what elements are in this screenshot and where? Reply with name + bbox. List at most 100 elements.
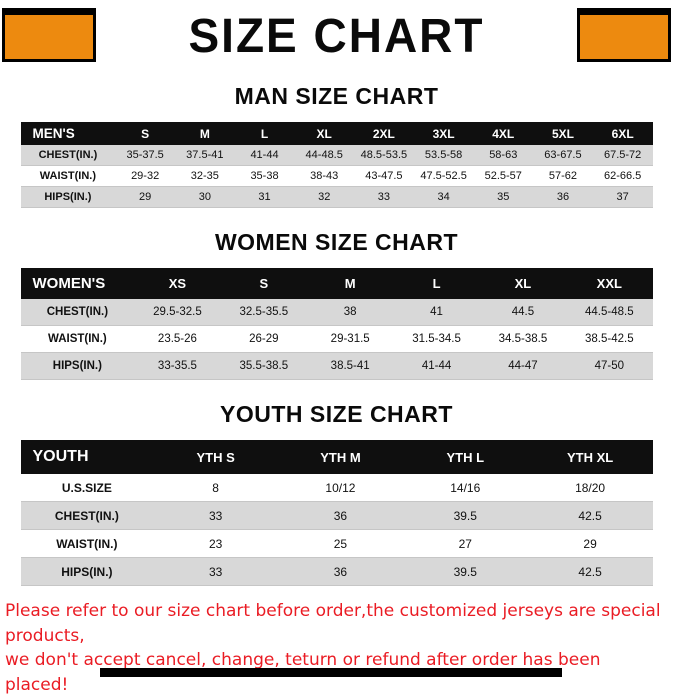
men-size-table: MEN'S S M L XL 2XL 3XL 4XL 5XL 6XL CHEST(IN.) 35-3… (20, 122, 653, 208)
column-header: XS (134, 268, 221, 299)
table-row: CHEST(IN.) 29.5-32.5 32.5-35.5 38 41 44.5 44.5… (20, 299, 653, 326)
size-value-cell: 62-66.5 (603, 170, 642, 182)
size-value-cell: 41-44 (250, 149, 279, 161)
men-chart-heading: MAN SIZE CHART (234, 83, 439, 109)
youth-table-header-row: YOUTH YTH S YTH M YTH L YTH XL (20, 440, 653, 474)
table-row: HIPS(IN.) 29 30 31 32 33 34 35 36 37 (20, 186, 653, 208)
size-value-cell: 33-35.5 (157, 360, 197, 372)
table-row: HIPS(IN.) 33 36 39.5 42.5 (20, 557, 653, 586)
page-title: SIZE CHART (188, 7, 485, 63)
size-value-cell: 23.5-26 (157, 333, 197, 345)
column-header: S (115, 122, 175, 145)
size-value-cell: 31 (258, 191, 271, 203)
size-value-cell: 47.5-52.5 (420, 170, 467, 182)
size-value-cell: 10/12 (325, 480, 356, 495)
women-size-table: WOMEN'S XS S M L XL XXL CHEST(IN.) 29.5-32.5 32.… (20, 268, 653, 380)
women-table-body: CHEST(IN.) 29.5-32.5 32.5-35.5 38 41 44.5 44.5… (20, 299, 653, 380)
row-label: CHEST(IN.) (46, 306, 109, 318)
size-value-cell: 32 (318, 191, 331, 203)
size-value-cell: 36 (333, 508, 348, 523)
size-value-cell: 33 (208, 564, 223, 579)
size-value-cell: 32-35 (190, 170, 219, 182)
size-value-cell: 14/16 (450, 480, 481, 495)
size-value-cell: 52.5-57 (484, 170, 522, 182)
bottom-bar (100, 668, 562, 677)
men-size-chart-section: MAN SIZE CHART MEN'S S M L XL 2XL 3XL 4XL 5XL 6XL… (0, 83, 673, 208)
size-value-cell: 39.5 (453, 564, 477, 579)
row-label: U.S.SIZE (61, 480, 112, 495)
women-chart-heading: WOMEN SIZE CHART (214, 229, 459, 255)
size-value-cell: 38.5-42.5 (585, 333, 634, 345)
youth-size-chart-section: YOUTH SIZE CHART YOUTH YTH S YTH M YTH L YTH… (0, 401, 673, 586)
size-value-cell: 33 (208, 508, 223, 523)
size-value-cell: 47-50 (594, 360, 625, 372)
size-value-cell: 41 (430, 306, 443, 318)
column-header: 5XL (533, 122, 593, 145)
column-header: 2XL (354, 122, 414, 145)
size-value-cell: 44-48.5 (305, 149, 343, 161)
table-corner-header: YOUTH (20, 440, 154, 474)
table-row: U.S.SIZE 8 10/12 14/16 18/20 (20, 474, 653, 502)
size-value-cell: 35 (497, 191, 510, 203)
banner-left-accent (2, 8, 96, 62)
column-header: XL (479, 268, 567, 299)
size-value-cell: 63-67.5 (544, 149, 582, 161)
column-header: YTH M (278, 440, 403, 474)
size-value-cell: 29 (139, 191, 152, 203)
banner-right-accent (577, 8, 671, 62)
column-header: 6XL (592, 122, 653, 145)
size-value-cell: 42.5 (578, 564, 602, 579)
size-value-cell: 26-29 (249, 333, 279, 345)
disclaimer: Please refer to our size chart before or… (5, 599, 669, 698)
size-value-cell: 29-32 (131, 170, 160, 182)
men-table-body: CHEST(IN.) 35-37.5 37.5-41 41-44 44-48.5 48.5… (20, 145, 653, 208)
size-value-cell: 37.5-41 (186, 149, 224, 161)
youth-size-table: YOUTH YTH S YTH M YTH L YTH XL U.S.SIZE 8 10/1… (20, 440, 653, 586)
column-header: M (174, 122, 235, 145)
size-value-cell: 36 (556, 191, 570, 203)
size-value-cell: 29-31.5 (330, 333, 370, 345)
youth-table-body: U.S.SIZE 8 10/12 14/16 18/20 CHEST(IN.) 33 36 39… (20, 474, 653, 586)
size-value-cell: 18/20 (575, 480, 606, 495)
size-value-cell: 29 (583, 536, 597, 551)
column-header: M (307, 268, 394, 299)
table-row: CHEST(IN.) 35-37.5 37.5-41 41-44 44-48.5 48.5… (20, 145, 653, 166)
table-corner-header: MEN'S (20, 122, 116, 145)
size-value-cell: 31.5-34.5 (412, 333, 461, 345)
table-row: WAIST(IN.) 23.5-26 26-29 29-31.5 31.5-34.5 34… (20, 326, 653, 353)
size-chart-page: SIZE CHART MAN SIZE CHART MEN'S S M L XL 2XL 3… (0, 8, 673, 695)
row-label: WAIST(IN.) (39, 170, 96, 182)
size-value-cell: 44.5 (511, 306, 535, 318)
row-label: CHEST(IN.) (54, 508, 119, 523)
size-value-cell: 34 (437, 191, 450, 203)
table-corner-header: WOMEN'S (20, 268, 135, 299)
column-header: XXL (566, 268, 653, 299)
size-value-cell: 53.5-58 (424, 149, 463, 161)
table-row: CHEST(IN.) 33 36 39.5 42.5 (20, 501, 653, 530)
size-value-cell: 25 (333, 536, 348, 551)
size-value-cell: 30 (198, 191, 211, 203)
row-label: HIPS(IN.) (52, 360, 102, 372)
size-value-cell: 41-44 (421, 360, 452, 372)
row-label: HIPS(IN.) (44, 191, 92, 203)
size-value-cell: 43-47.5 (365, 170, 403, 182)
column-header: 3XL (413, 122, 474, 145)
size-value-cell: 38 (343, 306, 357, 318)
disclaimer-line-1: Please refer to our size chart before or… (5, 601, 661, 646)
size-value-cell: 27 (458, 536, 472, 551)
column-header: S (220, 268, 307, 299)
size-value-cell: 38.5-41 (330, 360, 370, 372)
column-header: L (234, 122, 295, 145)
column-header: XL (294, 122, 355, 145)
women-size-chart-section: WOMEN SIZE CHART WOMEN'S XS S M L XL XXL CHEST… (0, 229, 673, 380)
size-value-cell: 58-63 (489, 149, 518, 161)
column-header: L (393, 268, 480, 299)
banner-title-area: SIZE CHART (96, 8, 577, 62)
size-value-cell: 36 (333, 564, 348, 579)
table-row: HIPS(IN.) 33-35.5 35.5-38.5 38.5-41 41-44 44-… (20, 352, 653, 380)
size-value-cell: 44.5-48.5 (585, 306, 634, 318)
table-row: WAIST(IN.) 23 25 27 29 (20, 530, 653, 558)
table-row: WAIST(IN.) 29-32 32-35 35-38 38-43 43-47.5 47.… (20, 166, 653, 187)
column-header: YTH L (402, 440, 528, 474)
size-value-cell: 35.5-38.5 (239, 360, 289, 372)
